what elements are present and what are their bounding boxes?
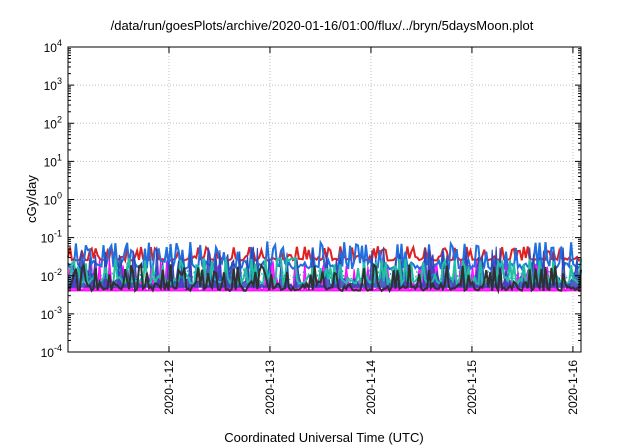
y-tick-label: 101 <box>44 152 62 169</box>
x-tick-label: 2020-1-12 <box>162 360 176 415</box>
y-ticks: 10-4 10-3 10-2 10-1 100 101 102 103 104 <box>41 38 581 360</box>
y-tick-label: 103 <box>44 76 62 93</box>
series-line <box>67 267 582 281</box>
grid <box>68 47 581 352</box>
x-ticks: 2020-1-12 2020-1-13 2020-1-14 2020-1-15 2020… <box>162 47 580 415</box>
x-tick-label: 2020-1-14 <box>364 360 378 415</box>
y-tick-label: 10-1 <box>41 229 62 246</box>
x-tick-label: 2020-1-13 <box>263 360 277 415</box>
x-tick-label: 2020-1-15 <box>465 360 479 415</box>
y-axis-label: cGy/day <box>24 175 39 223</box>
series-group <box>67 239 582 295</box>
x-axis-label: Coordinated Universal Time (UTC) <box>224 430 423 445</box>
y-tick-label: 100 <box>44 191 62 208</box>
chart-title: /data/run/goesPlots/archive/2020-01-16/0… <box>111 18 534 33</box>
plot-frame <box>67 46 582 353</box>
x-tick-label: 2020-1-16 <box>566 360 580 415</box>
y-tick-label: 104 <box>44 38 62 55</box>
y-tick-label: 102 <box>44 114 62 131</box>
y-tick-label: 10-2 <box>41 267 62 284</box>
y-tick-label: 10-4 <box>41 343 62 360</box>
y-tick-label: 10-3 <box>41 305 62 322</box>
series-line <box>67 261 582 295</box>
